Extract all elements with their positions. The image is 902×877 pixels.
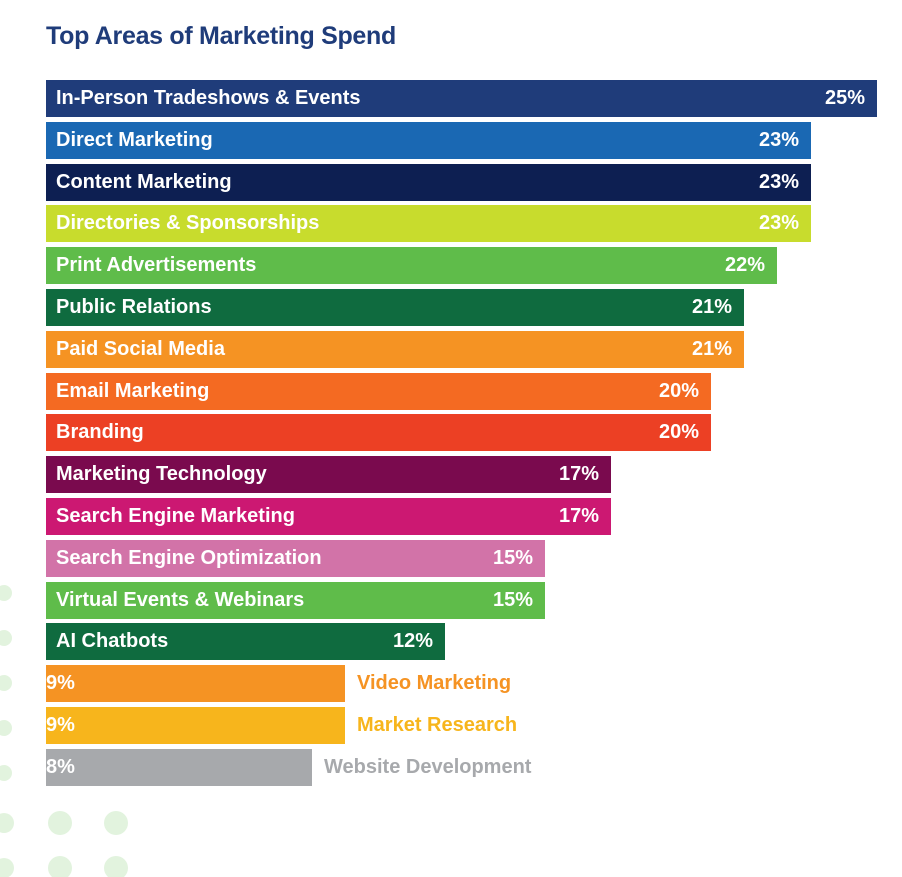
bar-value-label: 21% (691, 296, 732, 318)
bar-value-label: 17% (558, 505, 599, 527)
bar: Search Engine Marketing 17% (46, 498, 611, 535)
bar-category-label: Branding (56, 421, 144, 443)
bar-value-label: 22% (724, 254, 765, 276)
bar: Print Advertisements 22% (46, 247, 777, 284)
chart-title: Top Areas of Marketing Spend (46, 22, 396, 50)
bar-category-label: Directories & Sponsorships (56, 212, 320, 234)
bar-category-label: Virtual Events & Webinars (56, 589, 305, 611)
bar: Direct Marketing 23% (46, 122, 811, 159)
bar-value-label: 21% (691, 338, 732, 360)
bar: 8% (46, 749, 312, 786)
bar: AI Chatbots 12% (46, 623, 445, 660)
bar-category-label: Marketing Technology (56, 463, 267, 485)
bar-value-label: 12% (392, 630, 433, 652)
bar: Search Engine Optimization 15% (46, 540, 545, 577)
bar-category-label: Public Relations (56, 296, 212, 318)
bar: 9% (46, 665, 345, 702)
bar-category-label: Email Marketing (56, 380, 210, 402)
bar: Email Marketing 20% (46, 373, 711, 410)
bar-value-label: 23% (758, 212, 799, 234)
bar-category-label: Website Development (324, 756, 532, 778)
bar-category-label: In-Person Tradeshows & Events (56, 87, 361, 109)
bar-value-label: 25% (824, 87, 865, 109)
bar-value-label: 20% (658, 421, 699, 443)
bar-category-label: Direct Marketing (56, 129, 213, 151)
bar-category-label: Paid Social Media (56, 338, 225, 360)
bar: Virtual Events & Webinars 15% (46, 582, 545, 619)
bar: Paid Social Media 21% (46, 331, 744, 368)
bar-category-label: Search Engine Marketing (56, 505, 295, 527)
bar-category-label: Search Engine Optimization (56, 547, 322, 569)
bar: 9% (46, 707, 345, 744)
bar: Marketing Technology 17% (46, 456, 611, 493)
bar-category-label: Video Marketing (357, 672, 512, 694)
bar: Branding 20% (46, 414, 711, 451)
bar: Content Marketing 23% (46, 164, 811, 201)
bar-value-label: 17% (558, 463, 599, 485)
bar-value-label: 20% (658, 380, 699, 402)
bar: Public Relations 21% (46, 289, 744, 326)
bar-value-label: 9% (46, 672, 75, 694)
bar-value-label: 15% (492, 547, 533, 569)
bar: In-Person Tradeshows & Events 25% (46, 80, 877, 117)
bar-category-label: Print Advertisements (56, 254, 257, 276)
bar-value-label: 15% (492, 589, 533, 611)
bar-value-label: 23% (758, 129, 799, 151)
bar-category-label: Content Marketing (56, 171, 232, 193)
bar-category-label: AI Chatbots (56, 630, 169, 652)
bar-category-label: Market Research (357, 714, 518, 736)
bar: Directories & Sponsorships 23% (46, 205, 811, 242)
bar-value-label: 9% (46, 714, 75, 736)
bar-value-label: 8% (46, 756, 75, 778)
bar-value-label: 23% (758, 171, 799, 193)
